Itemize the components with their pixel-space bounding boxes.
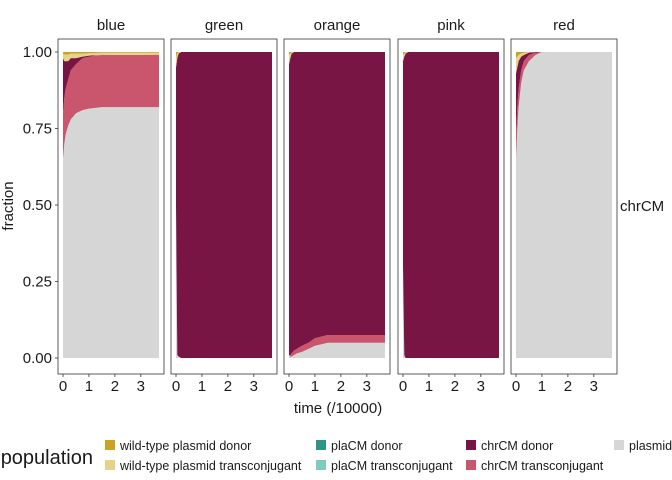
facet-panels: blue 0 1 2 3 green 0 1 2 3 orange 0 1 2 3 pink 0 1 2 3 red 0 1… [57, 17, 618, 395]
strip-label-pink: pink [437, 17, 465, 34]
legend-label: chrCM donor [481, 439, 553, 453]
legend-label: chrCM transconjugant [481, 459, 604, 473]
strip-label-red: red [553, 17, 575, 34]
area-orange-plasmid_free [289, 342, 385, 358]
x-tick-label: 2 [451, 378, 459, 395]
area-blue-chr_trans [63, 55, 159, 160]
x-tick-label: 1 [198, 378, 206, 395]
x-tick-label: 1 [425, 378, 433, 395]
panel-border-blue [57, 38, 165, 375]
legend-swatch [466, 440, 476, 450]
panel-border-red [510, 38, 618, 375]
area-red-chr_trans [516, 52, 612, 160]
legend-label: wild-type plasmid transconjugant [119, 459, 302, 473]
y-tick-label: 0.00 [23, 350, 52, 367]
legend-swatch [105, 440, 115, 450]
area-pink-chr_donor [403, 52, 499, 358]
x-tick-label: 2 [564, 378, 572, 395]
area-blue-wt_trans [63, 52, 159, 62]
x-tick-label: 2 [111, 378, 119, 395]
legend-label: plasmid-free [629, 439, 672, 453]
x-tick-label: 0 [512, 378, 520, 395]
x-tick-label: 0 [172, 378, 180, 395]
x-tick-label: 3 [477, 378, 485, 395]
legend-items: wild-type plasmid donor wild-type plasmid… [105, 439, 672, 473]
facet-pink: pink 0 1 2 3 [397, 17, 505, 395]
x-axis-title: time (/10000) [294, 400, 382, 417]
y-tick-label: 1.00 [23, 44, 52, 61]
legend-item-pla_donor: plaCM donor [316, 439, 403, 453]
facet-green: green 0 1 2 3 [170, 17, 278, 395]
facet-blue: blue 0 1 2 3 [57, 17, 165, 395]
legend-item-wt_donor: wild-type plasmid donor [105, 439, 251, 453]
area-blue-chr_donor [63, 55, 159, 114]
legend-item-pla_trans: plaCM transconjugant [316, 459, 453, 473]
legend-item-chr_trans: chrCM transconjugant [466, 459, 604, 473]
x-tick-label: 1 [85, 378, 93, 395]
x-tick-label: 2 [224, 378, 232, 395]
strip-label-blue: blue [97, 17, 125, 34]
panel-border-orange [283, 38, 391, 375]
area-blue-wt_donor [63, 52, 159, 55]
x-tick-label: 3 [590, 378, 598, 395]
x-tick-label: 3 [137, 378, 145, 395]
facet-orange: orange 0 1 2 3 [283, 17, 391, 395]
legend: population wild-type plasmid donorwild-t… [1, 439, 672, 473]
area-green-chr_donor [176, 52, 272, 358]
y-axis-title: fraction [0, 181, 17, 230]
panel-border-pink [397, 38, 505, 375]
x-tick-label: 0 [59, 378, 67, 395]
y-tick-label: 0.25 [23, 274, 52, 291]
y-tick-label: 0.50 [23, 197, 52, 214]
legend-item-chr_donor: chrCM donor [466, 439, 553, 453]
legend-swatch [614, 440, 624, 450]
legend-title: population [1, 447, 93, 469]
x-tick-label: 3 [363, 378, 371, 395]
area-red-wt_trans [516, 52, 612, 74]
y-tick-label: 0.75 [23, 121, 52, 138]
x-tick-label: 3 [250, 378, 258, 395]
legend-label: plaCM donor [331, 439, 403, 453]
x-tick-label: 1 [538, 378, 546, 395]
legend-item-plasmid_free: plasmid-free [614, 439, 672, 453]
strip-label-green: green [205, 17, 243, 34]
facet-red: red 0 1 2 3 [510, 17, 618, 395]
x-tick-label: 2 [337, 378, 345, 395]
legend-swatch [466, 460, 476, 470]
area-orange-chr_donor [289, 52, 385, 355]
legend-label: plaCM transconjugant [331, 459, 453, 473]
legend-item-wt_trans: wild-type plasmid transconjugant [105, 459, 302, 473]
y-axis: 0.00 0.25 0.50 0.75 1.00 [23, 44, 58, 367]
legend-swatch [316, 460, 326, 470]
legend-swatch [105, 460, 115, 470]
strip-label-orange: orange [314, 17, 361, 34]
area-orange-chr_trans [289, 335, 385, 357]
x-tick-label: 1 [311, 378, 319, 395]
area-red-plasmid_free [516, 52, 612, 358]
legend-label: wild-type plasmid donor [119, 439, 251, 453]
x-tick-label: 0 [399, 378, 407, 395]
legend-swatch [316, 440, 326, 450]
facet-row-label: chrCM [620, 198, 664, 215]
panel-border-green [170, 38, 278, 375]
area-blue-plasmid_free [63, 107, 159, 358]
x-tick-label: 0 [285, 378, 293, 395]
